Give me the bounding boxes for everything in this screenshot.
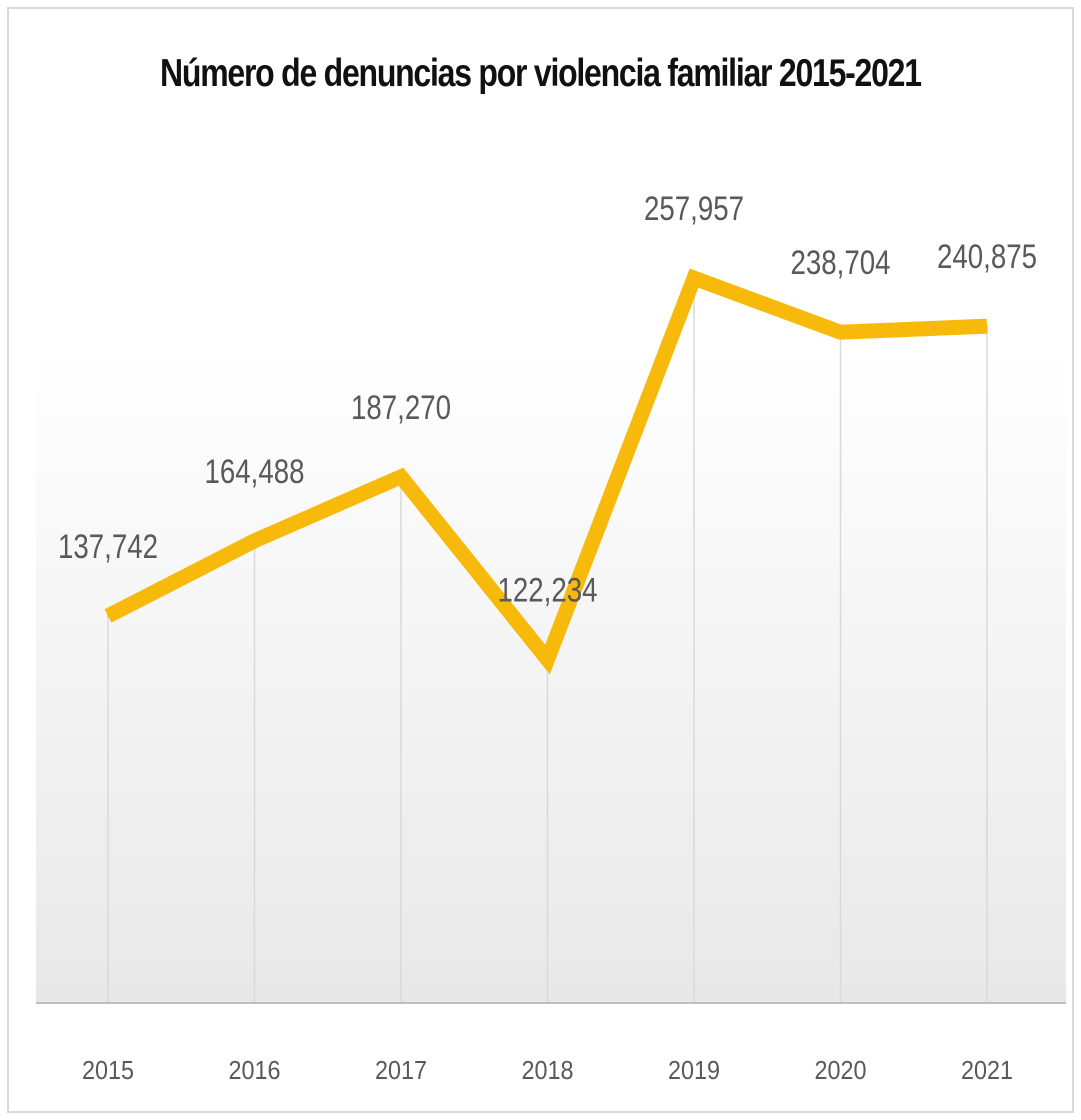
plot-area [36, 350, 1066, 1003]
x-tick-label-2015: 2015 [82, 1055, 134, 1085]
x-tick-label-2019: 2019 [668, 1055, 720, 1085]
chart-title: Número de denuncias por violencia famili… [160, 52, 922, 95]
data-label-2019: 257,957 [644, 190, 744, 228]
data-label-2020: 238,704 [791, 244, 891, 282]
data-point-2016 [253, 539, 256, 542]
data-label-2017: 187,270 [351, 389, 451, 427]
data-point-2018 [546, 658, 549, 661]
x-tick-label-2017: 2017 [375, 1055, 427, 1085]
data-point-2021 [986, 325, 988, 328]
data-label-2016: 164,488 [205, 453, 305, 491]
data-label-2015: 137,742 [58, 528, 158, 566]
data-label-2018: 122,234 [498, 572, 598, 610]
x-tick-label-2020: 2020 [815, 1055, 867, 1085]
data-labels: 137,742 164,488 187,270 122,234 257,957 238,7… [58, 190, 1037, 609]
x-tick-label-2016: 2016 [229, 1055, 281, 1085]
data-point-2020 [839, 331, 842, 334]
data-point-2017 [400, 475, 402, 478]
data-label-2021: 240,875 [937, 238, 1037, 276]
data-point-2019 [693, 277, 695, 280]
gridlines [107, 278, 988, 1003]
x-tick-label-2018: 2018 [522, 1055, 574, 1085]
x-tick-label-2021: 2021 [961, 1055, 1013, 1085]
x-tick-labels: 2015 2016 2017 2018 2019 2020 2021 [82, 1055, 1013, 1085]
series-line-group [104, 268, 988, 675]
data-point-2015 [107, 614, 109, 617]
